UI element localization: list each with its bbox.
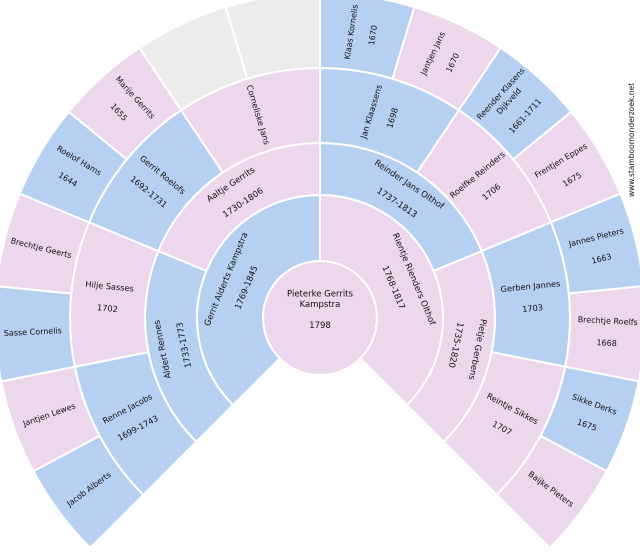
person-g4-3[interactable]: Brechtje Geerts: [0, 192, 91, 295]
person-g4-13[interactable]: Brechtje Roelfs 1668: [564, 285, 640, 383]
person-name: Hilje Sasses: [85, 279, 134, 294]
person-name: Brechtje Roelfs: [577, 315, 637, 327]
person-g3-4[interactable]: Jan Klaassens 1698: [319, 66, 461, 174]
person-sector: [564, 285, 640, 383]
person-label: Brechtje Roelfs 1668: [577, 315, 637, 348]
person-name: Pieterke Gerrits: [287, 289, 353, 299]
person-g4-1[interactable]: Jantjen Lewes: [0, 365, 101, 473]
person-g3-1[interactable]: Hilje Sasses 1702: [69, 221, 160, 368]
person-dates: 1703: [522, 302, 544, 314]
person-name: Sasse Cornelis: [4, 326, 62, 338]
person-dates: 1670: [367, 24, 379, 45]
person-name: Kampstra: [300, 300, 341, 310]
person-dates: 1702: [97, 302, 119, 314]
person-g3-3[interactable]: Corneliske Jans: [179, 66, 321, 174]
person-dates: 1798: [309, 321, 331, 331]
person-label: Sasse Cornelis: [4, 326, 62, 338]
person-label: Hilje Sasses 1702: [85, 279, 134, 314]
person-g2-0[interactable]: Aldert Rennes 1733-1773: [144, 249, 235, 444]
person-g4-15[interactable]: Baijke Pieters: [495, 434, 608, 550]
person-dates: 1668: [596, 338, 617, 348]
person-g4-2[interactable]: Sasse Cornelis: [0, 285, 76, 383]
person-sector: [495, 434, 608, 550]
person-g4-0[interactable]: Jacob Alberts: [32, 434, 145, 550]
